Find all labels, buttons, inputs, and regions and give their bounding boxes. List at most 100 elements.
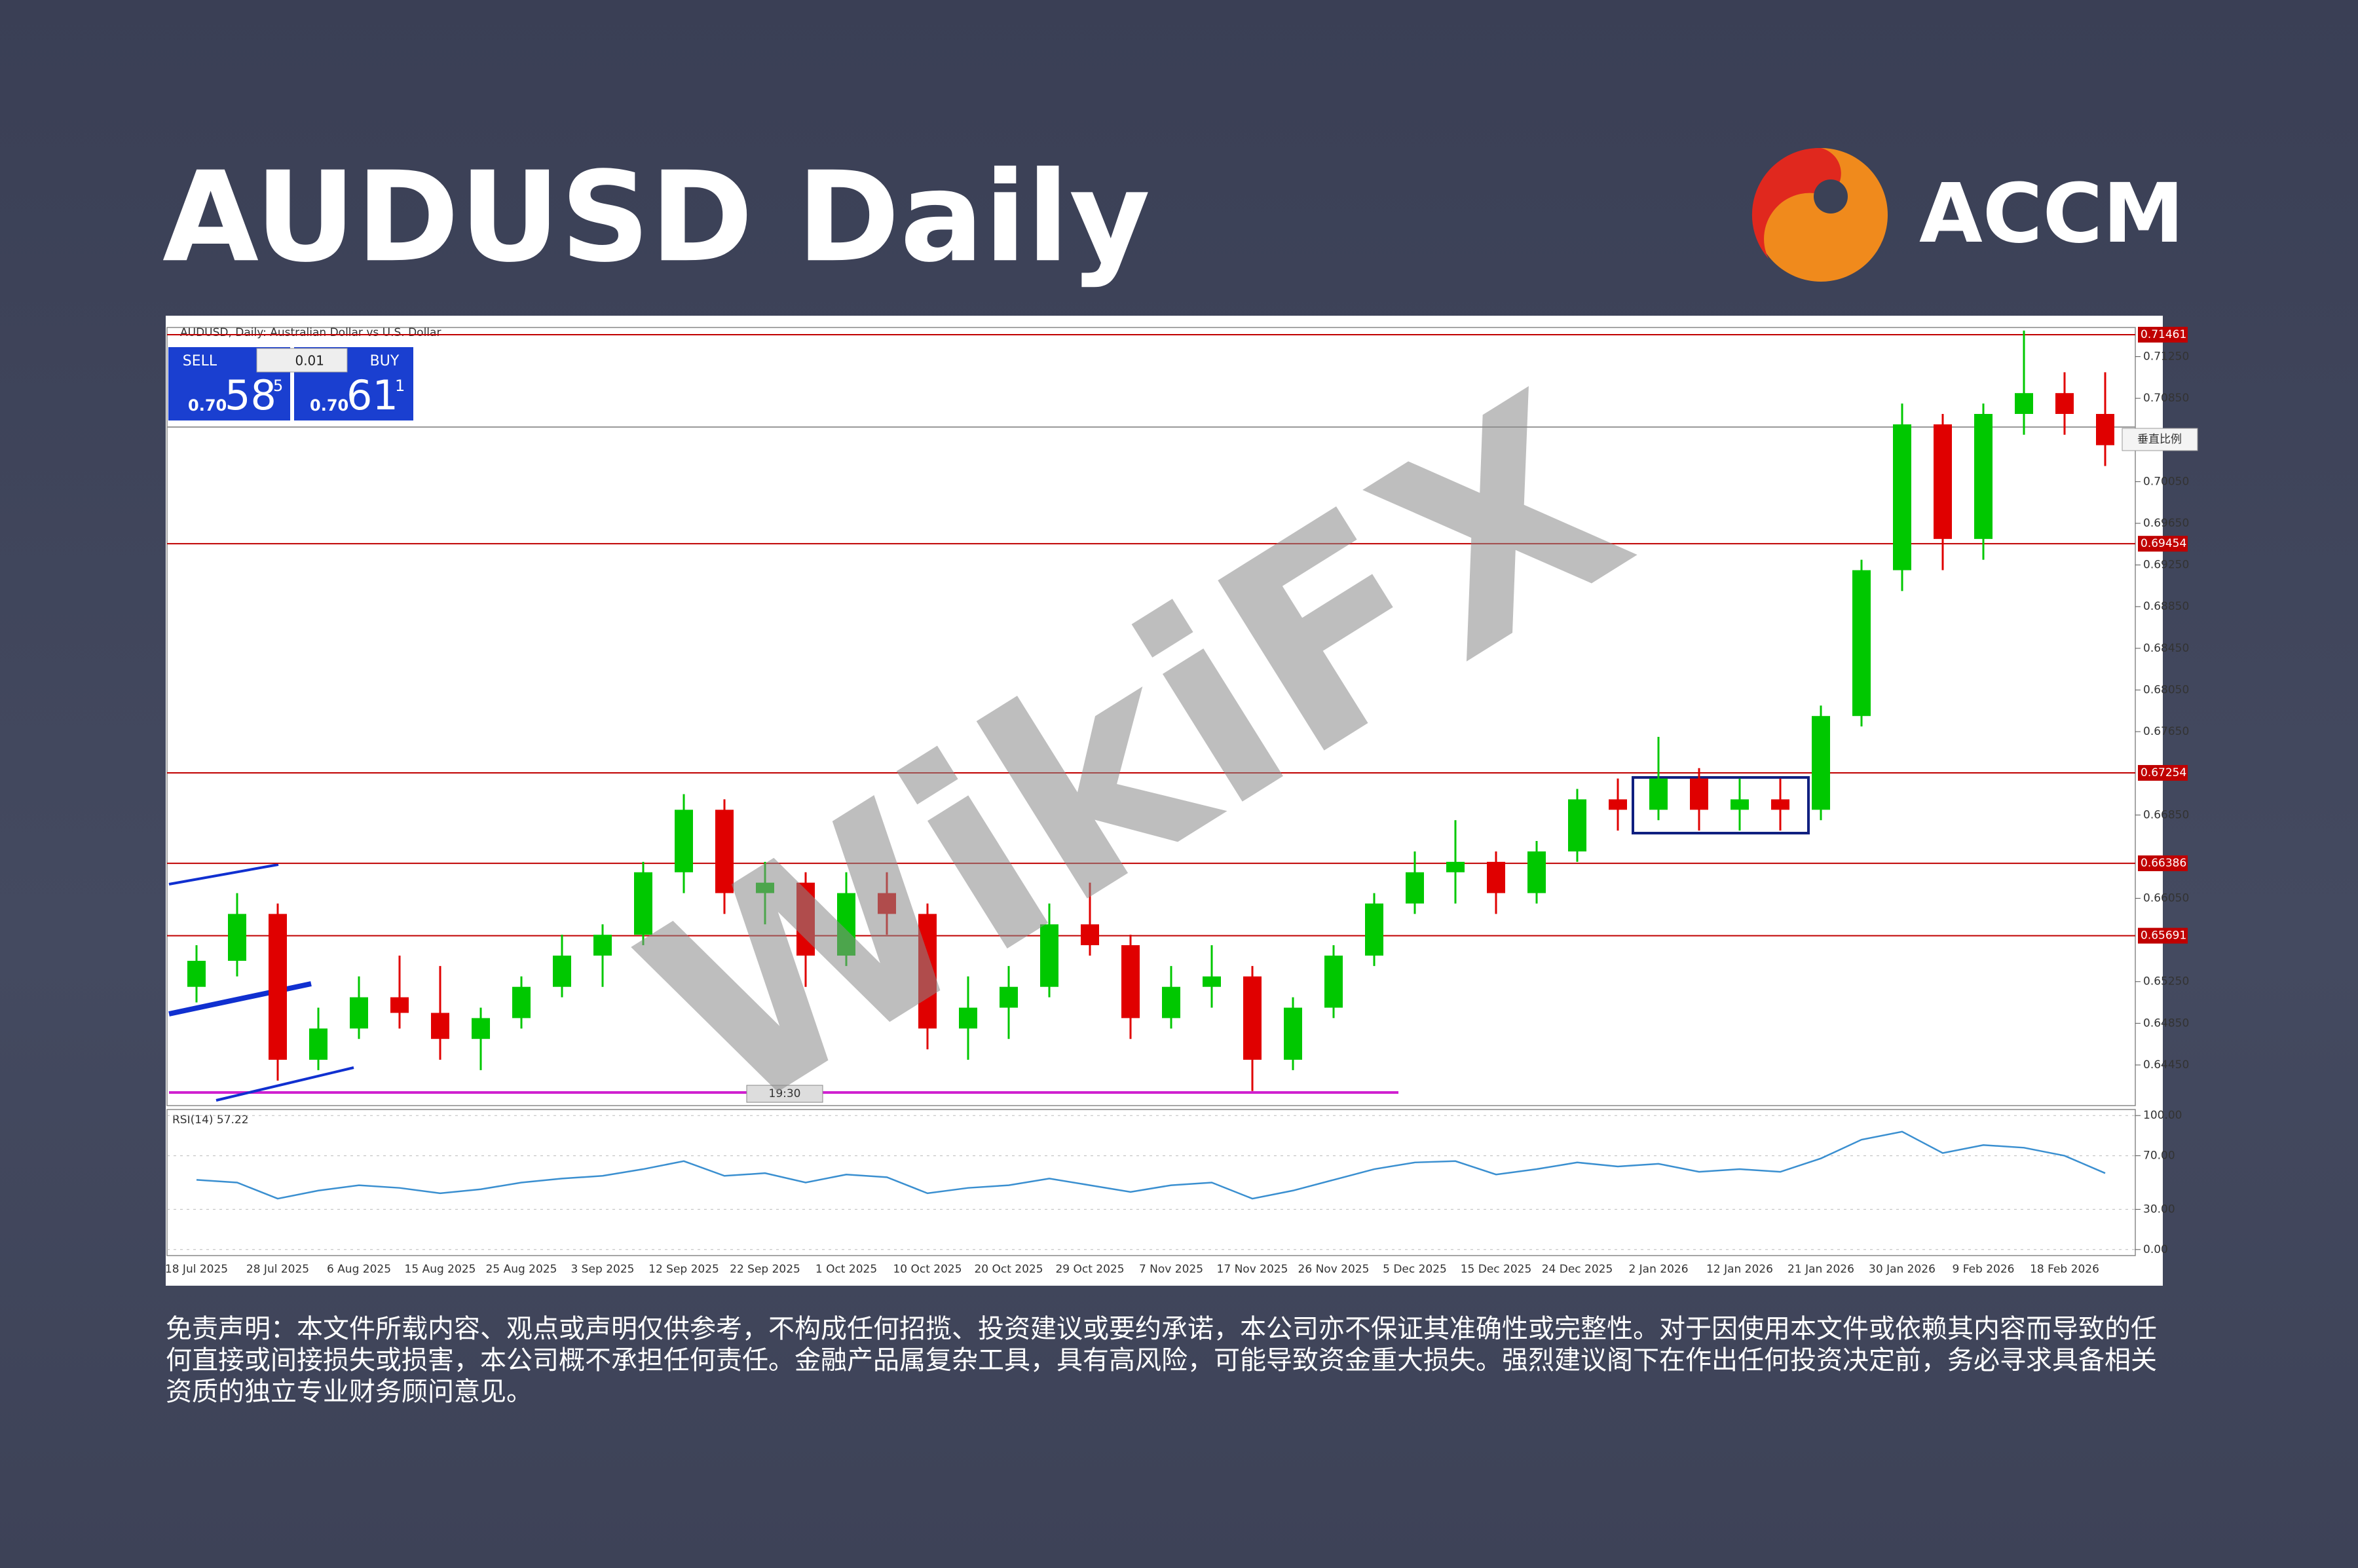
x-tick-label: 17 Nov 2025: [1217, 1263, 1288, 1276]
y-tick-label: 30.00: [2143, 1203, 2175, 1216]
x-tick-label: 28 Jul 2025: [246, 1263, 309, 1276]
candle-body: [593, 935, 612, 956]
candle-body: [1162, 986, 1180, 1018]
candle-body: [796, 882, 815, 956]
candle-body: [1609, 799, 1627, 810]
level-tag: [2138, 536, 2188, 552]
candle-body: [1771, 799, 1789, 810]
x-tick-label: 22 Sep 2025: [730, 1263, 800, 1276]
candle-body: [1731, 799, 1749, 810]
candle-body: [1081, 924, 1099, 946]
channel-line: [168, 863, 279, 886]
rsi-line: [196, 1130, 2106, 1200]
y-tick-label: 0.68450: [2143, 642, 2189, 655]
x-tick-label: 29 Oct 2025: [1055, 1263, 1124, 1276]
candle-body: [715, 810, 734, 893]
y-tick-label: 0.00: [2143, 1243, 2168, 1256]
sell-price-pips: 58: [225, 371, 276, 419]
candle-body: [431, 1013, 449, 1039]
time-marker-box: [746, 1085, 823, 1103]
level-label: 0.71461: [2141, 328, 2186, 341]
candle-body: [918, 914, 937, 1029]
time-marker: 19:30: [769, 1087, 801, 1100]
buy-label: BUY: [370, 353, 400, 369]
candle-body: [1934, 424, 1952, 539]
candle-body: [1284, 1007, 1302, 1060]
price-panel: [166, 327, 2136, 1106]
logo-text: ACCM: [1919, 166, 2184, 261]
x-tick-label: 10 Oct 2025: [893, 1263, 962, 1276]
x-tick-label: 26 Nov 2025: [1298, 1263, 1370, 1276]
candle-body: [1365, 903, 1383, 956]
candle-body: [309, 1028, 328, 1060]
x-tick-label: 9 Feb 2026: [1953, 1263, 2015, 1276]
candle-body: [1568, 799, 1586, 851]
candle-body: [553, 955, 571, 987]
x-tick-label: 7 Nov 2025: [1139, 1263, 1203, 1276]
x-tick-label: 1 Oct 2025: [815, 1263, 877, 1276]
buy-price-big: 0.70: [310, 396, 348, 415]
x-tick-label: 2 Jan 2026: [1628, 1263, 1688, 1276]
x-tick-label: 3 Sep 2025: [571, 1263, 635, 1276]
y-tick-label: 0.71250: [2143, 350, 2189, 364]
candle-body: [269, 914, 287, 1060]
channel-line: [215, 1066, 354, 1102]
x-tick-label: 15 Dec 2025: [1461, 1263, 1532, 1276]
candle-body: [1446, 861, 1465, 872]
x-tick-label: 15 Aug 2025: [405, 1263, 476, 1276]
candle-body: [1000, 986, 1018, 1008]
x-tick-label: 25 Aug 2025: [486, 1263, 557, 1276]
x-tick-label: 5 Dec 2025: [1383, 1263, 1447, 1276]
buy-price-frac: 1: [395, 377, 405, 395]
plot: 0.71250 0.70850 0.70050 0.69650 0.69250 0.688…: [165, 326, 2189, 1276]
candle-body: [1121, 945, 1140, 1018]
level-label: 0.67254: [2141, 766, 2186, 779]
candle-body: [187, 960, 206, 987]
candle-body: [1852, 570, 1871, 717]
candle-body: [878, 893, 896, 914]
disclaimer: 免责声明：本文件所载内容、观点或声明仅供参考，不构成任何招揽、投资建议或要约承诺…: [166, 1314, 2157, 1407]
channel-line: [168, 981, 312, 1017]
y-tick-label: 0.68850: [2143, 600, 2189, 613]
candle-body: [350, 997, 368, 1029]
y-tick-label: 0.66850: [2143, 808, 2189, 821]
candle-body: [959, 1007, 977, 1029]
chart-title: AUDUSD, Daily: Australian Dollar vs U.S.…: [180, 326, 441, 339]
candle-body: [756, 882, 774, 893]
y-tick-label: 0.64450: [2143, 1058, 2189, 1072]
y-tick-label: 0.67650: [2143, 725, 2189, 738]
candle-body: [1527, 851, 1546, 893]
y-tick-label: 100.00: [2143, 1109, 2182, 1122]
level-label: 0.66386: [2141, 857, 2186, 870]
rsi-panel: [166, 1109, 2136, 1256]
candle-body: [228, 914, 246, 961]
sell-label: SELL: [183, 353, 217, 369]
rsi-title: RSI(14) 57.22: [172, 1113, 249, 1127]
lot-box[interactable]: [256, 348, 348, 373]
x-tick-label: 30 Jan 2026: [1869, 1263, 1936, 1276]
candle-body: [1040, 924, 1058, 987]
candle-body: [2055, 393, 2074, 414]
level-tag: [2138, 855, 2188, 872]
candle-body: [2015, 393, 2033, 414]
buy-price-pips: 61: [346, 371, 398, 419]
candle-body: [472, 1018, 490, 1039]
candle-body: [1324, 955, 1343, 1008]
y-tick-label: 0.70050: [2143, 475, 2189, 488]
sell-price-frac: 5: [273, 377, 283, 395]
level-tag: [2138, 765, 2188, 781]
candle-body: [1974, 414, 1993, 539]
y-tick-label: 70.00: [2143, 1149, 2175, 1163]
tooltip-box: [2122, 428, 2198, 451]
range-box: [1632, 776, 1810, 834]
candle-body: [1243, 976, 1262, 1060]
candle-body: [634, 872, 652, 935]
candle-body: [1203, 976, 1221, 987]
candle-body: [512, 986, 531, 1018]
x-tick-label: 20 Oct 2025: [974, 1263, 1043, 1276]
level-tag: [2138, 326, 2188, 343]
y-tick-label: 0.70850: [2143, 392, 2189, 405]
sell-price-big: 0.70: [188, 396, 227, 415]
level-label: 0.65691: [2141, 929, 2186, 943]
x-tick-label: 18 Jul 2025: [165, 1263, 228, 1276]
